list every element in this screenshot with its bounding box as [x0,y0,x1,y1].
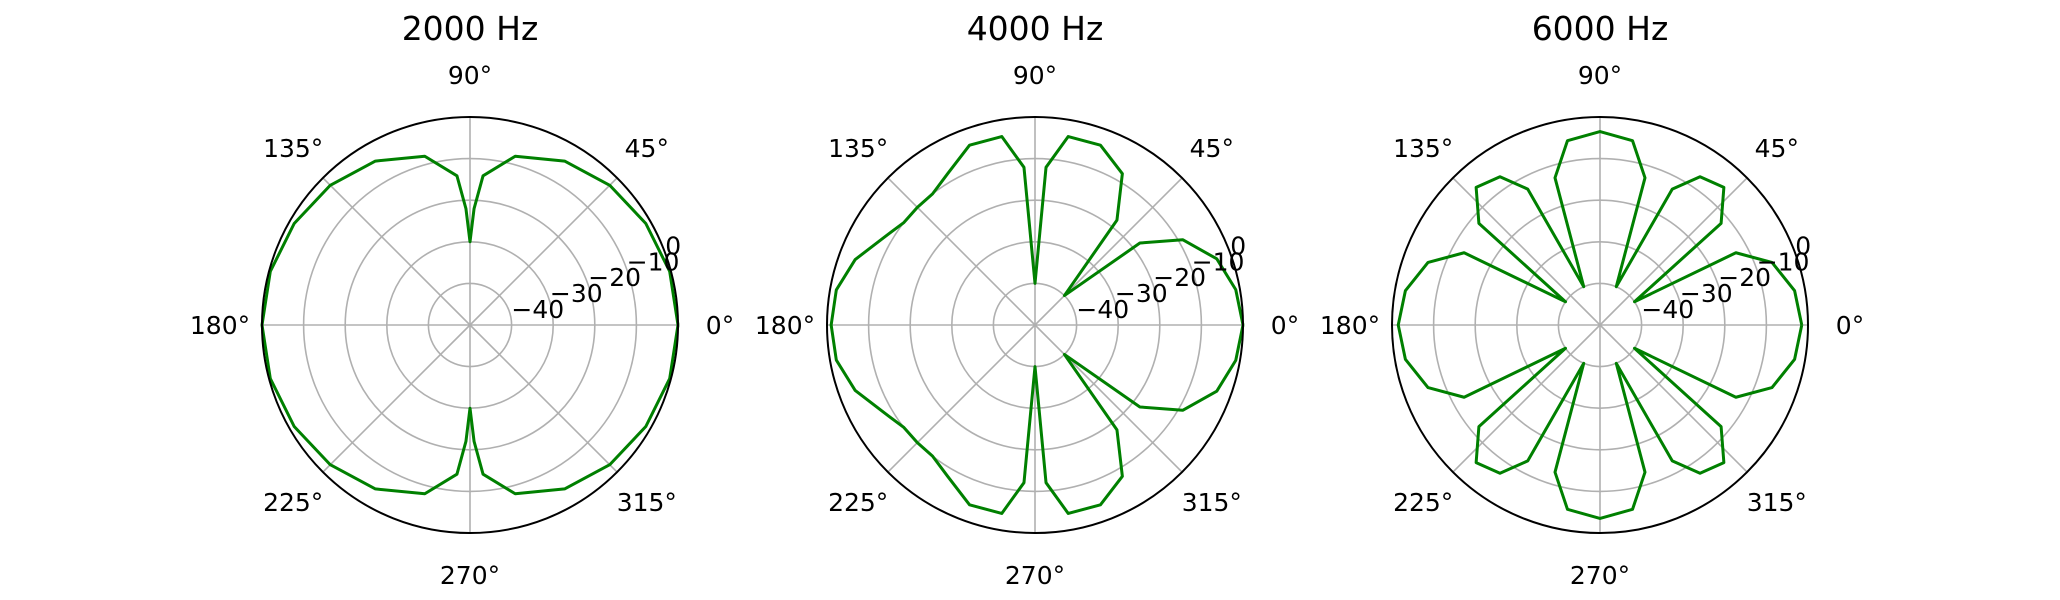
radial-tick-label: 0 [665,231,681,260]
angular-gridline [1034,177,1183,326]
radial-gridline [427,282,513,368]
radial-tick-label: −40 [1641,295,1694,324]
polar-grid [262,117,678,533]
angular-tick-label: 90° [448,61,492,90]
radial-tick-label: −10 [1192,247,1245,276]
angular-tick-label: 0° [706,311,734,340]
radial-tick-label: −20 [1153,263,1206,292]
angular-tick-label: 90° [1013,61,1057,90]
angular-tick-label: 135° [1393,134,1453,163]
polar-grid [827,117,1243,533]
angular-tick-label: 315° [1182,488,1242,517]
angular-tick-label: 45° [625,134,669,163]
angular-gridline [322,324,471,473]
radial-gridline [950,241,1119,409]
angular-tick-label: 270° [1570,561,1630,590]
angular-gridline [322,177,471,326]
polar-line [1396,130,1804,520]
angular-tick-label: 135° [263,134,323,163]
radial-gridline [1516,241,1685,409]
data-series [826,116,1245,534]
angular-tick-label: 0° [1271,311,1299,340]
radial-tick-label: −10 [1757,247,1810,276]
angular-tick-label: 180° [190,311,250,340]
radial-gridline [867,157,1203,493]
angular-gridline [469,324,618,473]
polar-panel-2000hz: 2000 Hz 0°45°90°135°180°225°270°315°−40−… [190,9,734,590]
data-series [260,116,680,534]
polar-panel-6000hz: 6000 Hz 0°45°90°135°180°225°270°315°−40−… [1320,9,1864,590]
angular-tick-label: 180° [1320,311,1380,340]
radial-gridline [302,157,638,493]
angular-tick-label: 0° [1836,311,1864,340]
angular-tick-label: 45° [1755,134,1799,163]
angular-tick-label: 225° [828,488,888,517]
angular-tick-label: 225° [263,488,323,517]
chart-title: 2000 Hz [402,9,539,48]
radial-tick-label: −40 [511,295,564,324]
angular-tick-label: 225° [1393,488,1453,517]
radial-tick-label: −20 [1718,263,1771,292]
angular-tick-label: 270° [1005,561,1065,590]
radial-tick-label: 0 [1795,231,1811,260]
polar-line [829,135,1245,515]
angular-gridline [887,324,1036,473]
tick-labels: 0° 45° 90° 135° 180° 225° 270° 315° −40−30−20−10… [1320,61,1864,590]
angular-tick-label: 270° [440,561,500,590]
radial-tick-label: −20 [588,263,641,292]
angular-gridline [887,177,1036,326]
radial-tick-label: −30 [550,279,603,308]
radial-gridline [1557,282,1643,368]
angular-tick-label: 90° [1578,61,1622,90]
radial-tick-label: −40 [1076,295,1129,324]
angular-tick-label: 315° [1747,488,1807,517]
polar-frame [1391,116,1809,534]
polar-frame [261,116,679,534]
angular-tick-label: 315° [617,488,677,517]
chart-title: 4000 Hz [967,9,1104,48]
tick-labels: 0° 45° 90° 135° 180° 225° 270° 315° −40−30−20−10… [755,61,1299,590]
angular-tick-label: 45° [1190,134,1234,163]
polar-grid [1392,117,1808,533]
radial-gridline [909,199,1161,451]
angular-gridline [469,177,618,326]
polar-panel-4000hz: 4000 Hz 0°45°90°135°180°225°270°315°−40−… [755,9,1299,590]
radial-tick-label: −30 [1115,279,1168,308]
radial-gridline [344,199,596,451]
data-series [1391,116,1809,534]
angular-gridline [1452,177,1601,326]
radial-tick-label: −10 [627,247,680,276]
chart-title: 6000 Hz [1532,9,1669,48]
radial-tick-label: −30 [1680,279,1733,308]
radial-gridline [1474,199,1726,451]
angular-gridline [1452,324,1601,473]
polar-frame [826,116,1244,534]
angular-gridline [1034,324,1183,473]
radial-tick-label: 0 [1230,231,1246,260]
angular-tick-label: 135° [828,134,888,163]
tick-labels: 0° 45° 90° 135° 180° 225° 270° 315° −40−30−20−10… [190,61,734,590]
angular-gridline [1599,324,1748,473]
angular-tick-label: 180° [755,311,815,340]
radial-gridline [1432,157,1768,493]
